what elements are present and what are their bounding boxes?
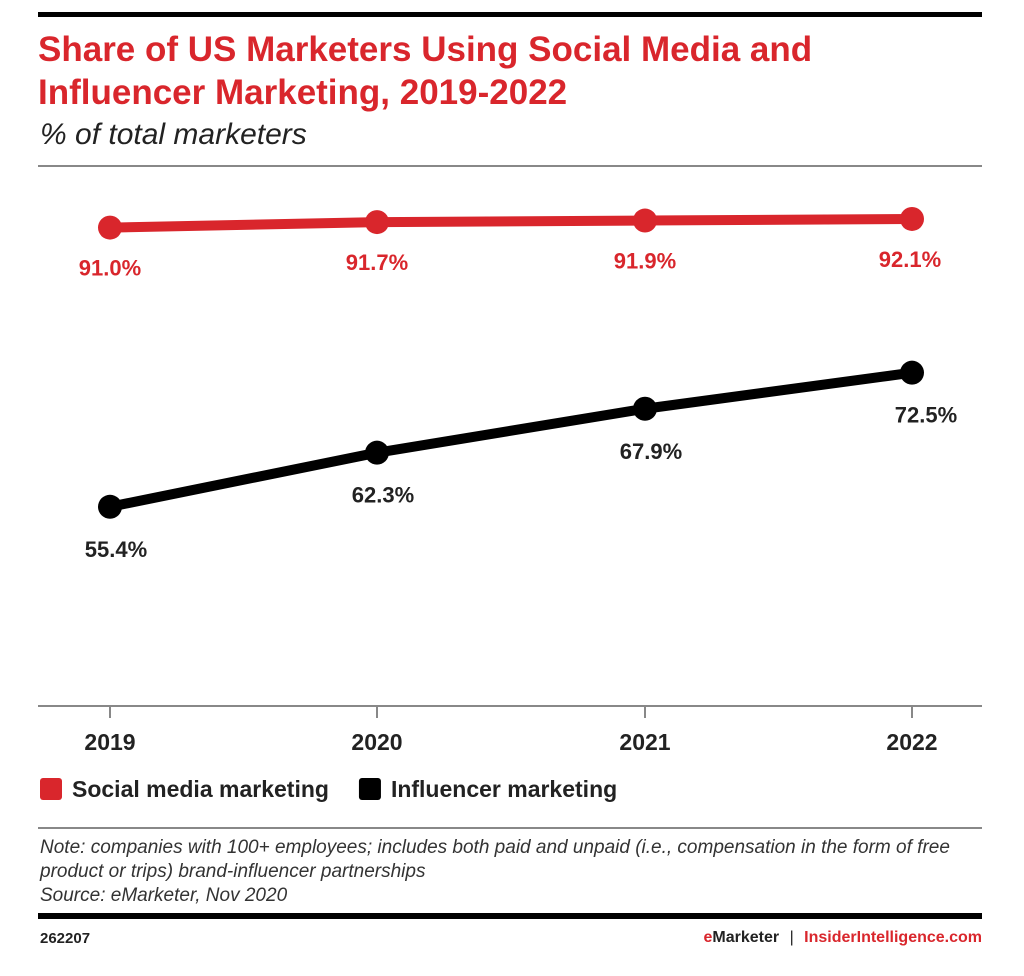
chart-id: 262207 xyxy=(40,930,91,947)
x-tick-label: 2019 xyxy=(84,729,135,755)
note-text: Note: companies with 100+ employees; inc… xyxy=(40,837,950,882)
x-tick-label: 2021 xyxy=(619,729,670,755)
legend-label: Influencer marketing xyxy=(391,776,617,802)
brand-e: e xyxy=(703,929,713,946)
data-label: 67.9% xyxy=(620,439,682,464)
legend-swatch xyxy=(40,778,62,800)
source-text: Source: eMarketer, Nov 2020 xyxy=(40,885,288,906)
legend-swatch xyxy=(358,778,381,800)
brand-name: Marketer xyxy=(712,929,780,946)
data-point xyxy=(98,215,122,240)
x-tick-label: 2022 xyxy=(886,729,937,755)
chart-title: Share of US Marketers Using Social Media… xyxy=(38,30,813,112)
chart-subtitle: % of total marketers xyxy=(40,118,307,151)
data-label: 55.4% xyxy=(85,537,147,562)
bottom-rule xyxy=(38,913,982,919)
subtitle-rule xyxy=(38,165,982,167)
data-point xyxy=(365,210,389,235)
data-label: 91.7% xyxy=(346,250,408,275)
site-link[interactable]: InsiderIntelligence.com xyxy=(804,929,982,946)
data-point xyxy=(98,494,122,519)
series-line-1 xyxy=(109,367,913,512)
data-label: 72.5% xyxy=(895,403,957,428)
brand-footer: eMarketer | InsiderIntelligence.com xyxy=(704,929,983,947)
series-line-0 xyxy=(109,213,913,233)
legend-label: Social media marketing xyxy=(72,776,329,802)
data-label: 62.3% xyxy=(352,483,414,508)
data-label: 91.0% xyxy=(79,256,141,281)
separator: | xyxy=(789,929,794,946)
x-axis-baseline xyxy=(38,705,982,707)
notes: Note: companies with 100+ employees; inc… xyxy=(40,836,980,908)
data-point xyxy=(633,208,657,233)
data-label: 91.9% xyxy=(614,249,676,274)
top-rule xyxy=(38,12,982,17)
data-point xyxy=(365,440,389,465)
legend-rule xyxy=(38,827,982,829)
data-point xyxy=(900,360,924,385)
data-point xyxy=(633,396,657,421)
x-tick-label: 2020 xyxy=(351,729,402,755)
data-label: 92.1% xyxy=(879,247,941,272)
data-point xyxy=(900,206,924,231)
